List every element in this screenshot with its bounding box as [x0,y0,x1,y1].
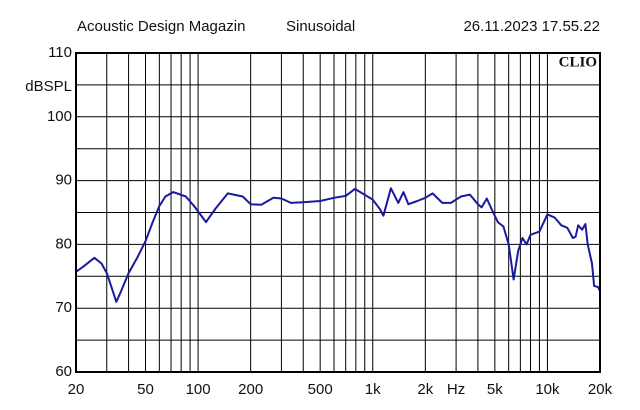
badge: CLIO [559,54,597,70]
response-curve [75,187,601,303]
y-tick-label: 90 [55,172,72,189]
header-mode: Sinusoidal [286,18,355,35]
x-tick-label: 50 [137,381,154,398]
y-tick-label: 80 [55,235,72,252]
y-axis-label: dBSPL [25,78,72,95]
x-tick-label: 200 [238,381,263,398]
x-tick-label: 100 [186,381,211,398]
header-date: 26.11.2023 17.55.22 [463,18,600,35]
x-tick-label: 1k [365,381,381,398]
badge-box [556,54,599,71]
x-tick-label: 500 [308,381,333,398]
x-tick-label: 5k [487,381,503,398]
x-tick-label: 2k [417,381,433,398]
y-tick-label: 60 [55,363,72,380]
y-tick-label: 100 [47,108,72,125]
x-tick-label: 20 [68,381,85,398]
x-tick-label: 10k [535,381,560,398]
plot-frame [75,52,601,373]
header-title: Acoustic Design Magazin [77,18,245,35]
x-tick-label: 20k [588,381,613,398]
x-axis-label: Hz [447,381,465,398]
y-tick-label: 70 [55,299,72,316]
y-tick-label: 110 [48,44,72,61]
